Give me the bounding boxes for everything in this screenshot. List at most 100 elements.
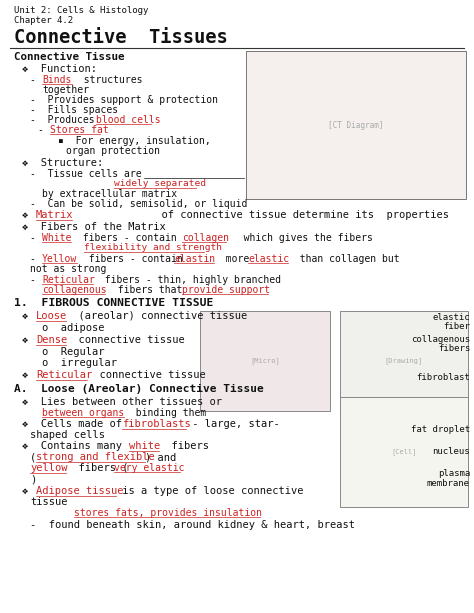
Text: [Cell]: [Cell] — [391, 449, 417, 455]
Text: [Drawing]: [Drawing] — [385, 357, 423, 364]
Text: ): ) — [30, 474, 36, 484]
Text: elastic: elastic — [248, 254, 289, 264]
Text: ) and: ) and — [145, 452, 176, 462]
Text: Dense: Dense — [36, 335, 67, 345]
Text: strong and flexible: strong and flexible — [36, 452, 155, 462]
Text: fibers: fibers — [438, 344, 470, 353]
Text: o  irregular: o irregular — [42, 358, 117, 368]
Text: -  Provides support & protection: - Provides support & protection — [30, 95, 218, 105]
Text: collagenous: collagenous — [42, 285, 107, 295]
Text: Reticular: Reticular — [36, 370, 92, 380]
Text: ❖: ❖ — [22, 210, 41, 220]
Text: which gives the fibers: which gives the fibers — [226, 233, 373, 243]
Text: Yellow: Yellow — [42, 254, 77, 264]
Text: Matrix: Matrix — [36, 210, 73, 220]
Text: fibers - thin, highly branched: fibers - thin, highly branched — [93, 275, 281, 285]
Text: yellow: yellow — [30, 463, 67, 473]
Text: Binds: Binds — [42, 75, 72, 85]
Text: stores fats, provides insulation: stores fats, provides insulation — [74, 508, 262, 518]
Bar — [246, 51, 466, 199]
Text: widely separated: widely separated — [114, 179, 206, 188]
Text: fibers - contain: fibers - contain — [77, 254, 189, 264]
Text: -  Fills spaces: - Fills spaces — [30, 105, 118, 115]
Text: structures: structures — [72, 75, 143, 85]
Text: -  Can be solid, semisolid, or liquid: - Can be solid, semisolid, or liquid — [30, 199, 247, 209]
Text: -  Tissue cells are: - Tissue cells are — [30, 169, 147, 179]
Text: Chapter 4.2: Chapter 4.2 — [14, 16, 73, 25]
Text: ▪  For energy, insulation,: ▪ For energy, insulation, — [58, 136, 211, 146]
Text: connective tissue: connective tissue — [87, 370, 206, 380]
Text: ❖  Function:: ❖ Function: — [22, 64, 97, 74]
Text: Reticular: Reticular — [42, 275, 95, 285]
Text: blood cells: blood cells — [96, 115, 161, 125]
Text: white: white — [129, 441, 160, 451]
Text: flexibility and strength: flexibility and strength — [84, 243, 222, 252]
Text: ❖: ❖ — [22, 486, 41, 496]
Text: A.  Loose (Areolar) Connective Tissue: A. Loose (Areolar) Connective Tissue — [14, 384, 264, 394]
Text: than collagen but: than collagen but — [288, 254, 400, 264]
Text: tissue: tissue — [30, 497, 67, 507]
Text: fibroblast: fibroblast — [416, 373, 470, 382]
Text: provide support: provide support — [182, 285, 270, 295]
Text: o  Regular: o Regular — [42, 347, 104, 357]
Text: -: - — [30, 275, 47, 285]
Text: by extracellular matrix: by extracellular matrix — [42, 189, 177, 199]
Text: -: - — [38, 125, 55, 135]
Text: ❖  Fibers of the Matrix: ❖ Fibers of the Matrix — [22, 222, 166, 232]
Text: of connective tissue determine its  properties: of connective tissue determine its prope… — [74, 210, 449, 220]
Text: - large, star-: - large, star- — [186, 419, 280, 429]
Text: [CT Diagram]: [CT Diagram] — [328, 121, 384, 129]
Text: ❖  Structure:: ❖ Structure: — [22, 158, 103, 168]
Text: -  Produces: - Produces — [30, 115, 100, 125]
Text: [Micro]: [Micro] — [250, 357, 280, 364]
Text: shaped cells: shaped cells — [30, 430, 105, 440]
Text: White: White — [42, 233, 72, 243]
Text: not as strong: not as strong — [30, 264, 106, 274]
Text: -: - — [30, 254, 47, 264]
Text: fibers (: fibers ( — [66, 463, 128, 473]
Text: more: more — [214, 254, 261, 264]
Text: ❖  Contains many: ❖ Contains many — [22, 441, 128, 451]
Text: fiber: fiber — [443, 322, 470, 331]
Text: collagenous: collagenous — [411, 335, 470, 344]
Text: -  found beneath skin, around kidney & heart, breast: - found beneath skin, around kidney & he… — [30, 520, 355, 530]
Text: fat droplet: fat droplet — [411, 425, 470, 434]
Text: ❖: ❖ — [22, 335, 41, 345]
Text: -: - — [30, 233, 47, 243]
Text: fibers that: fibers that — [106, 285, 194, 295]
Text: fibers - contain: fibers - contain — [71, 233, 189, 243]
Text: elastin: elastin — [174, 254, 215, 264]
Bar — [340, 397, 468, 507]
Text: Connective Tissue: Connective Tissue — [14, 52, 125, 62]
Text: connective tissue: connective tissue — [66, 335, 185, 345]
Text: ❖  Lies between other tissues or: ❖ Lies between other tissues or — [22, 397, 222, 407]
Text: very elastic: very elastic — [114, 463, 184, 473]
Bar — [340, 311, 468, 411]
Text: ❖: ❖ — [22, 311, 41, 321]
Text: organ protection: organ protection — [66, 146, 160, 156]
Text: Stores fat: Stores fat — [50, 125, 109, 135]
Text: ❖: ❖ — [22, 370, 41, 380]
Text: o  adipose: o adipose — [42, 323, 104, 333]
Bar — [200, 311, 330, 411]
Text: 1.  FIBROUS CONNECTIVE TISSUE: 1. FIBROUS CONNECTIVE TISSUE — [14, 298, 213, 308]
Text: between organs: between organs — [42, 408, 124, 418]
Text: -: - — [30, 75, 47, 85]
Text: elastic: elastic — [432, 313, 470, 322]
Text: binding them: binding them — [124, 408, 206, 418]
Text: Loose: Loose — [36, 311, 67, 321]
Text: Connective  Tissues: Connective Tissues — [14, 28, 228, 47]
Text: is a type of loose connective: is a type of loose connective — [116, 486, 303, 496]
Text: Adipose tissue: Adipose tissue — [36, 486, 124, 496]
Text: collagen: collagen — [182, 233, 229, 243]
Text: nucleus: nucleus — [432, 447, 470, 456]
Text: fibroblasts: fibroblasts — [122, 419, 191, 429]
Text: (: ( — [30, 452, 36, 462]
Text: plasma: plasma — [438, 469, 470, 478]
Text: membrane: membrane — [427, 479, 470, 488]
Text: fibers: fibers — [159, 441, 209, 451]
Text: together: together — [42, 85, 89, 95]
Text: (areolar) connective tissue: (areolar) connective tissue — [66, 311, 247, 321]
Text: Unit 2: Cells & Histology: Unit 2: Cells & Histology — [14, 6, 148, 15]
Text: ❖  Cells made of: ❖ Cells made of — [22, 419, 128, 429]
